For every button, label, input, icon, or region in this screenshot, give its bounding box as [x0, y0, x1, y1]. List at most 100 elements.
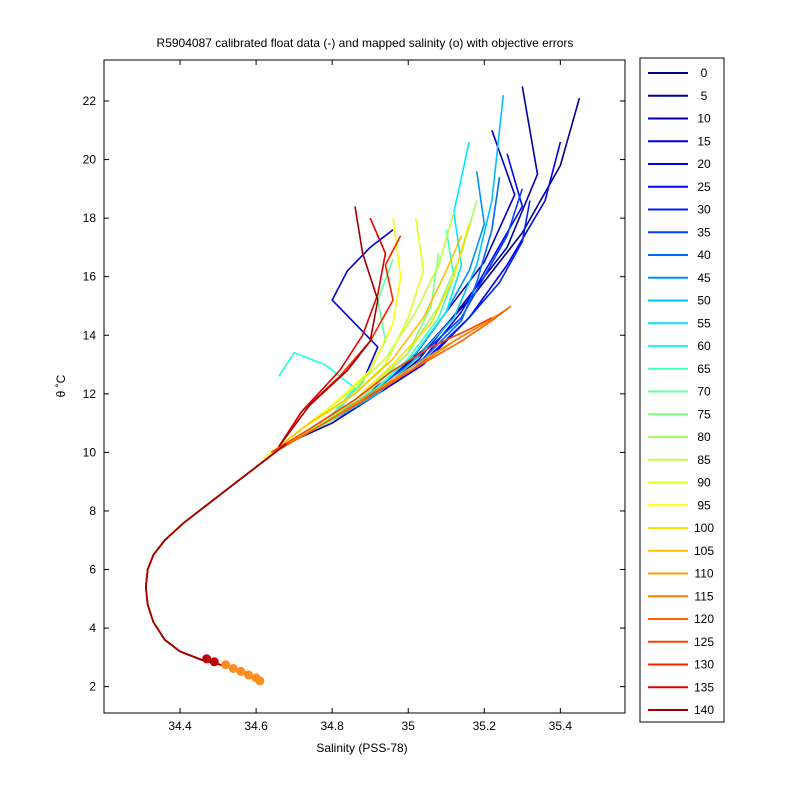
legend-label: 45	[697, 271, 711, 285]
legend-item: 135	[648, 680, 714, 694]
legend-item: 110	[648, 567, 714, 581]
legend: 0 5 10 15 20 25 30 35 40 45 50 55 60 65 70 75 80 85 90 95 10…	[648, 66, 714, 717]
legend-label: 10	[697, 112, 711, 126]
series-35-deep-line	[144, 442, 287, 682]
series-135-upper-line	[278, 217, 387, 447]
series-10-deep-line	[144, 442, 287, 682]
legend-label: 85	[697, 453, 711, 467]
series-140-deep-line	[144, 442, 287, 682]
series-55-deep-line	[144, 442, 287, 682]
legend-label: 40	[697, 248, 711, 262]
series-110	[144, 308, 508, 682]
series-0-upper-line	[286, 97, 581, 445]
series-10	[144, 130, 516, 682]
legend-label: 110	[694, 567, 713, 581]
y-tick-label: 14	[83, 328, 97, 342]
legend-label: 95	[697, 498, 711, 512]
plot-frame	[103, 59, 626, 714]
series-55	[144, 141, 470, 682]
series-35	[144, 188, 524, 682]
series-70	[144, 258, 394, 682]
legend-label: 30	[697, 203, 711, 217]
series-140-upper-line	[278, 206, 379, 447]
mapped-salinity-marker	[236, 666, 246, 676]
series-105	[144, 235, 463, 682]
series-50-deep-line	[144, 442, 287, 682]
series-60	[144, 351, 357, 682]
series-85-deep-line	[144, 442, 287, 682]
series-105-deep-line	[144, 442, 287, 682]
legend-label: 140	[694, 703, 714, 717]
legend-item: 65	[648, 362, 711, 376]
y-tick-label: 4	[89, 621, 96, 635]
mapped-salinity-marker	[244, 670, 253, 680]
legend-item: 105	[648, 544, 714, 558]
series-70-deep-line	[144, 442, 287, 682]
legend-item: 45	[648, 271, 711, 285]
legend-label: 55	[697, 316, 711, 330]
series-20	[144, 141, 562, 682]
legend-label: 120	[694, 612, 714, 626]
series-135	[144, 217, 387, 682]
series-65-deep-line	[144, 442, 287, 682]
series-80	[144, 200, 478, 682]
series-5	[144, 86, 539, 682]
y-tick-label: 8	[89, 504, 96, 518]
series-65	[144, 229, 455, 682]
x-tick-label: 35	[402, 719, 416, 733]
y-tick-label: 2	[89, 680, 96, 694]
legend-item: 120	[648, 612, 714, 626]
mapped-salinity-marker	[228, 664, 238, 673]
series-85	[144, 212, 455, 682]
legend-item: 40	[648, 248, 711, 262]
chart-title: R5904087 calibrated float data (-) and m…	[157, 36, 574, 50]
mapped-salinity-marker	[202, 654, 212, 664]
legend-label: 35	[697, 225, 711, 239]
legend-label: 125	[694, 635, 714, 649]
legend-label: 50	[697, 294, 711, 308]
legend-label: 80	[697, 430, 711, 444]
series-75-upper-line	[286, 253, 440, 445]
series-100-deep-line	[144, 442, 287, 682]
series-0-deep-line	[144, 442, 287, 682]
series-40-deep-line	[144, 442, 287, 682]
legend-label: 130	[694, 658, 714, 672]
legend-label: 70	[697, 385, 711, 399]
y-tick-label: 18	[83, 211, 97, 225]
legend-item: 80	[648, 430, 711, 444]
series-25-upper-line	[286, 153, 524, 445]
y-axis: 2 4 6 8 10 12 14 16 18 20 22	[83, 94, 625, 694]
legend-item: 90	[648, 476, 711, 490]
series-0	[144, 97, 581, 682]
series-50-upper-line	[286, 95, 505, 445]
series-125	[144, 316, 493, 682]
series-80-upper-line	[286, 200, 478, 445]
mapped-salinity-marker	[209, 657, 219, 667]
legend-item: 25	[648, 180, 711, 194]
legend-label: 15	[697, 134, 711, 148]
mapped-salinity-marker	[221, 660, 231, 670]
series-35-upper-line	[286, 188, 524, 445]
legend-item: 75	[648, 407, 711, 421]
legend-label: 90	[697, 476, 711, 490]
x-axis-label: Salinity (PSS-78)	[316, 741, 407, 755]
y-tick-label: 12	[83, 387, 97, 401]
series-100	[144, 223, 470, 682]
x-tick-label: 34.8	[320, 719, 344, 733]
series-60-deep-line	[144, 442, 287, 682]
x-tick-label: 34.6	[244, 719, 268, 733]
legend-label: 0	[701, 66, 708, 80]
legend-label: 25	[697, 180, 711, 194]
y-tick-label: 10	[83, 445, 97, 459]
series-45-deep-line	[144, 442, 287, 682]
y-tick-label: 22	[83, 94, 97, 108]
series-15-deep-line	[144, 442, 287, 682]
legend-label: 115	[694, 589, 713, 603]
legend-item: 95	[648, 498, 711, 512]
series-40	[144, 176, 501, 682]
x-tick-label: 35.4	[549, 719, 573, 733]
legend-item: 5	[648, 89, 708, 103]
series-75-deep-line	[144, 442, 287, 682]
legend-box	[639, 57, 725, 723]
